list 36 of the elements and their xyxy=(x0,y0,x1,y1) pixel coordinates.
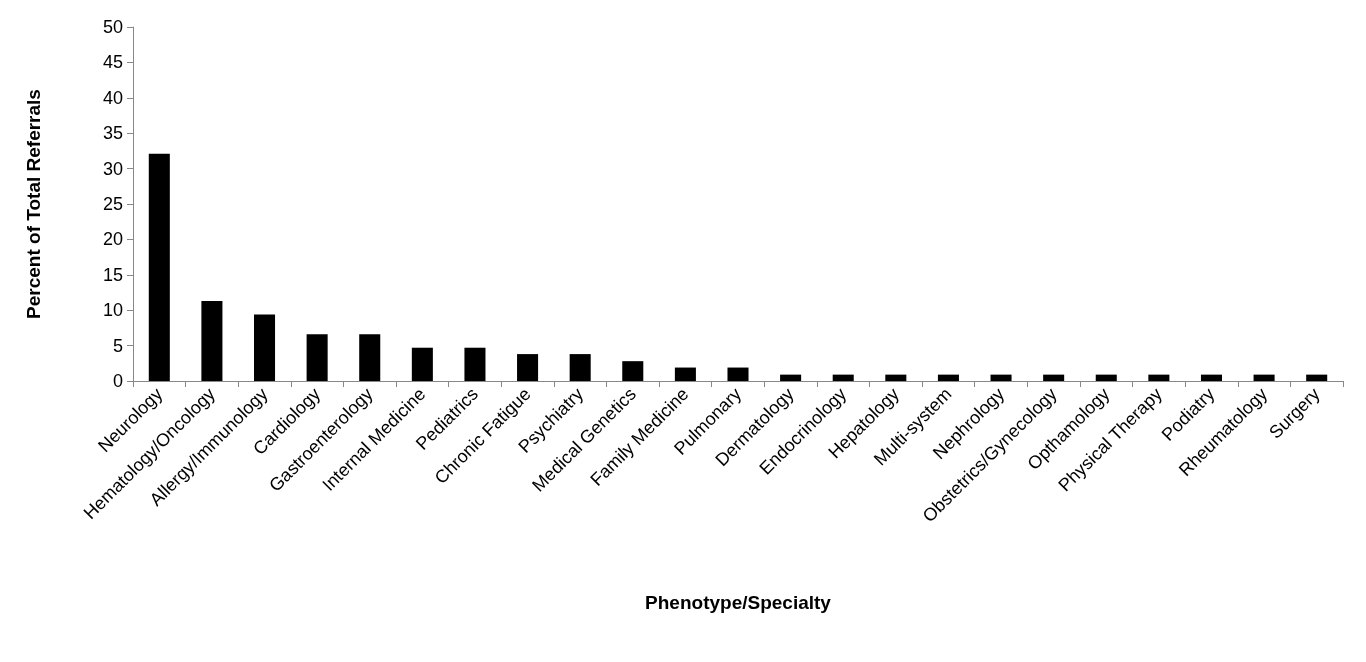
bar xyxy=(306,334,328,381)
bar xyxy=(1095,374,1117,381)
y-tick-label: 25 xyxy=(102,194,123,214)
bar xyxy=(254,314,276,381)
y-tick-label: 10 xyxy=(102,300,123,321)
bar xyxy=(1148,374,1170,381)
y-axis-title: Percent of Total Referrals xyxy=(23,89,44,319)
bar xyxy=(148,153,170,381)
bar xyxy=(359,334,381,381)
y-tick-label: 5 xyxy=(112,335,123,356)
y-tick-label: 0 xyxy=(112,371,123,391)
bar xyxy=(1253,374,1275,381)
bar xyxy=(1043,374,1065,381)
bar xyxy=(990,374,1012,381)
bar xyxy=(464,347,486,381)
bar xyxy=(780,374,802,381)
bar xyxy=(411,347,433,381)
bar xyxy=(1306,374,1328,381)
y-tick-label: 35 xyxy=(102,123,123,144)
y-tick-label: 15 xyxy=(102,264,123,285)
y-tick-label: 40 xyxy=(102,87,123,108)
bar xyxy=(569,354,591,381)
bar xyxy=(1200,374,1222,381)
bar xyxy=(885,374,907,381)
y-tick-label: 30 xyxy=(102,158,123,179)
bar xyxy=(622,361,644,381)
y-tick-label: 20 xyxy=(102,229,123,250)
x-axis-title: Phenotype/Specialty xyxy=(645,592,832,613)
y-tick-label: 45 xyxy=(102,52,123,73)
bar xyxy=(832,374,854,381)
y-tick-label: 50 xyxy=(102,17,123,37)
bar xyxy=(517,354,539,381)
bar xyxy=(727,367,749,381)
bar xyxy=(674,367,696,381)
bar xyxy=(201,301,223,381)
bar xyxy=(937,374,959,381)
